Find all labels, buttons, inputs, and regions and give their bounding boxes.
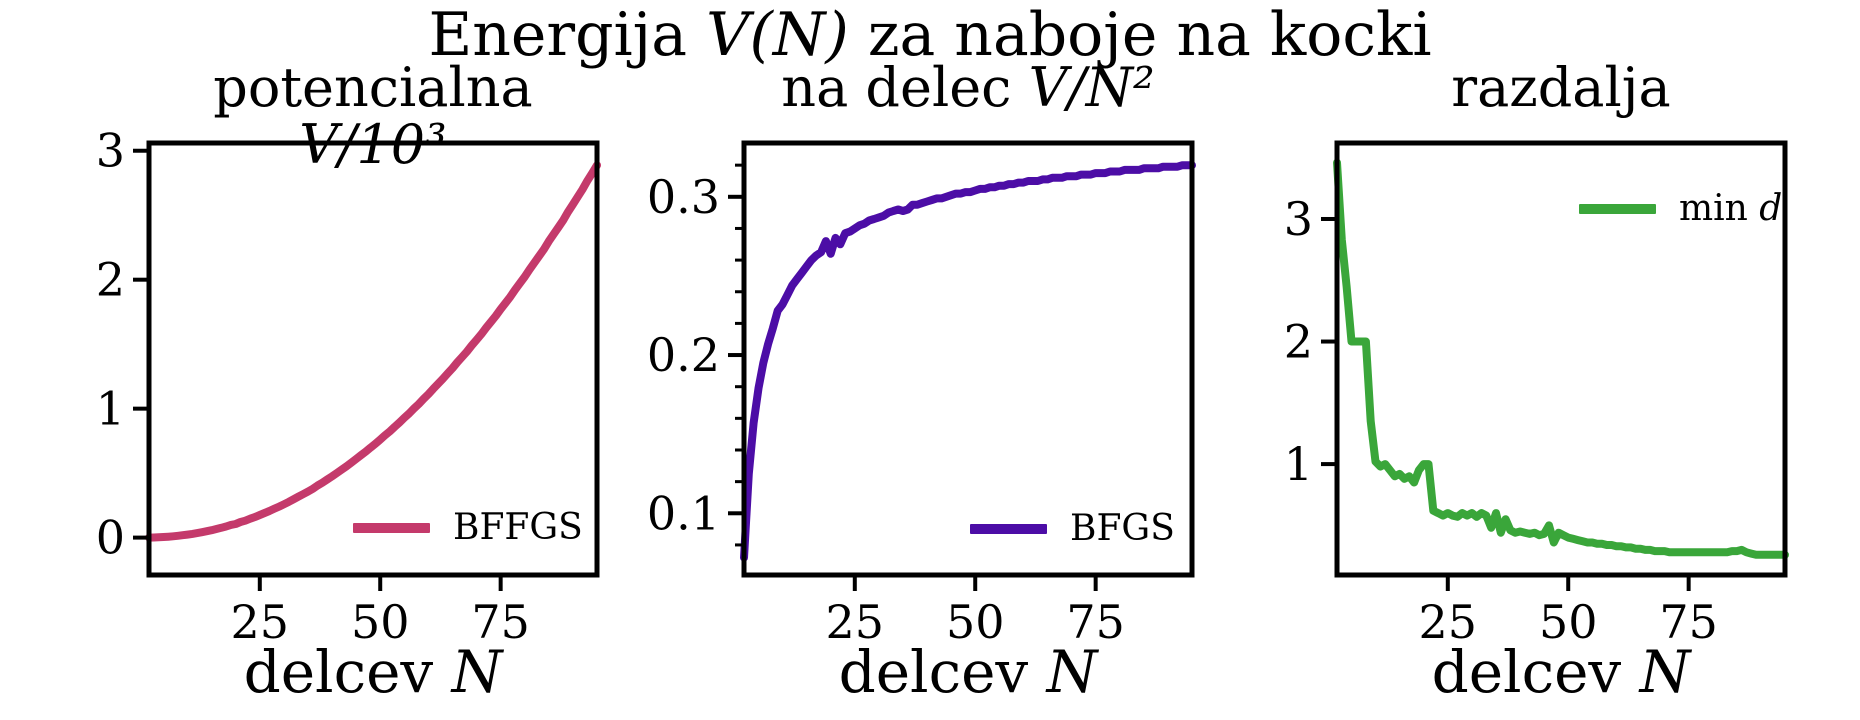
subplot-title-text: razdalja [1451, 56, 1671, 119]
legend-label: BFGS [1070, 511, 1175, 547]
axes-box-razdalja [1334, 140, 1788, 578]
svg-text:75: 75 [1066, 595, 1125, 649]
svg-text:0.2: 0.2 [647, 328, 720, 382]
svg-text:75: 75 [1659, 595, 1718, 649]
svg-text:3: 3 [1284, 192, 1313, 246]
x-axis-ticks-razdalja: 25 50 75 [1419, 575, 1718, 649]
x-axis-ticks-na-delec: 25 50 75 [826, 575, 1125, 649]
series-line-potencialna [145, 161, 601, 542]
svg-text:2: 2 [1284, 315, 1313, 369]
x-axis-label-razdalja: delcev N [1337, 642, 1785, 703]
legend-line-swatch [1579, 204, 1656, 214]
svg-text:1: 1 [1284, 437, 1313, 491]
figure-title: Energija V(N) za naboje na kocki [0, 4, 1860, 67]
svg-text:3: 3 [96, 124, 125, 178]
legend-line-swatch [353, 523, 430, 533]
svg-text:50: 50 [1539, 595, 1598, 649]
y-axis-ticks-potencialna: 0 1 2 3 [96, 124, 149, 565]
subplot-title-text: potencialna [213, 56, 533, 119]
x-axis-label-text: delcev [243, 638, 452, 706]
svg-text:0.3: 0.3 [647, 170, 720, 224]
y-axis-ticks-razdalja: 1 2 3 [1284, 192, 1337, 491]
x-axis-label-potencialna: delcev N [149, 642, 597, 703]
svg-text:1: 1 [96, 382, 125, 436]
legend-label-text: min [1679, 188, 1760, 229]
y-axis-ticks-na-delec: 0.1 0.2 0.3 [647, 163, 744, 547]
subplot-title-math: V/N² [1028, 56, 1155, 119]
x-axis-label-text: delcev [1431, 638, 1640, 706]
axes-box-potencialna [146, 140, 600, 578]
x-axis-label-math: N [1639, 638, 1691, 706]
legend-label: min d [1679, 191, 1782, 227]
x-axis-label-math: N [1046, 638, 1098, 706]
subplot-title-na-delec: na delec V/N² [744, 59, 1192, 117]
svg-text:50: 50 [351, 595, 410, 649]
subplot-title-potencialna: potencialna V/10³ [149, 59, 597, 176]
legend-label-text: BFGS [1070, 508, 1175, 549]
legend-label: BFFGS [453, 510, 583, 546]
x-axis-label-math: N [451, 638, 503, 706]
figure-title-math: V(N) [706, 0, 849, 70]
x-axis-ticks-potencialna: 25 50 75 [231, 575, 530, 649]
svg-text:75: 75 [471, 595, 530, 649]
svg-text:0: 0 [96, 511, 125, 565]
svg-text:50: 50 [946, 595, 1005, 649]
x-axis-label-text: delcev [838, 638, 1047, 706]
subplot-title-math: V/10³ [299, 112, 447, 176]
series-line-razdalja [1333, 158, 1789, 559]
legend-razdalja: min d [1579, 191, 1782, 227]
legend-label-text: BFFGS [453, 507, 583, 548]
legend-line-swatch [970, 524, 1047, 534]
figure-title-text-post: za naboje na kocki [848, 0, 1432, 70]
figure-title-text: Energija [428, 0, 707, 70]
svg-text:0.1: 0.1 [647, 486, 720, 540]
svg-text:2: 2 [96, 253, 125, 307]
legend-label-math: d [1759, 188, 1783, 229]
svg-text:25: 25 [1419, 595, 1478, 649]
axes-box-na-delec [741, 140, 1195, 578]
subplot-title-text: na delec [781, 56, 1029, 119]
svg-text:25: 25 [826, 595, 885, 649]
svg-text:25: 25 [231, 595, 290, 649]
legend-potencialna: BFFGS [353, 510, 583, 546]
x-axis-label-na-delec: delcev N [744, 642, 1192, 703]
legend-na-delec: BFGS [970, 511, 1175, 547]
subplot-title-razdalja: razdalja [1337, 59, 1785, 117]
series-line-na-delec [740, 161, 1196, 562]
